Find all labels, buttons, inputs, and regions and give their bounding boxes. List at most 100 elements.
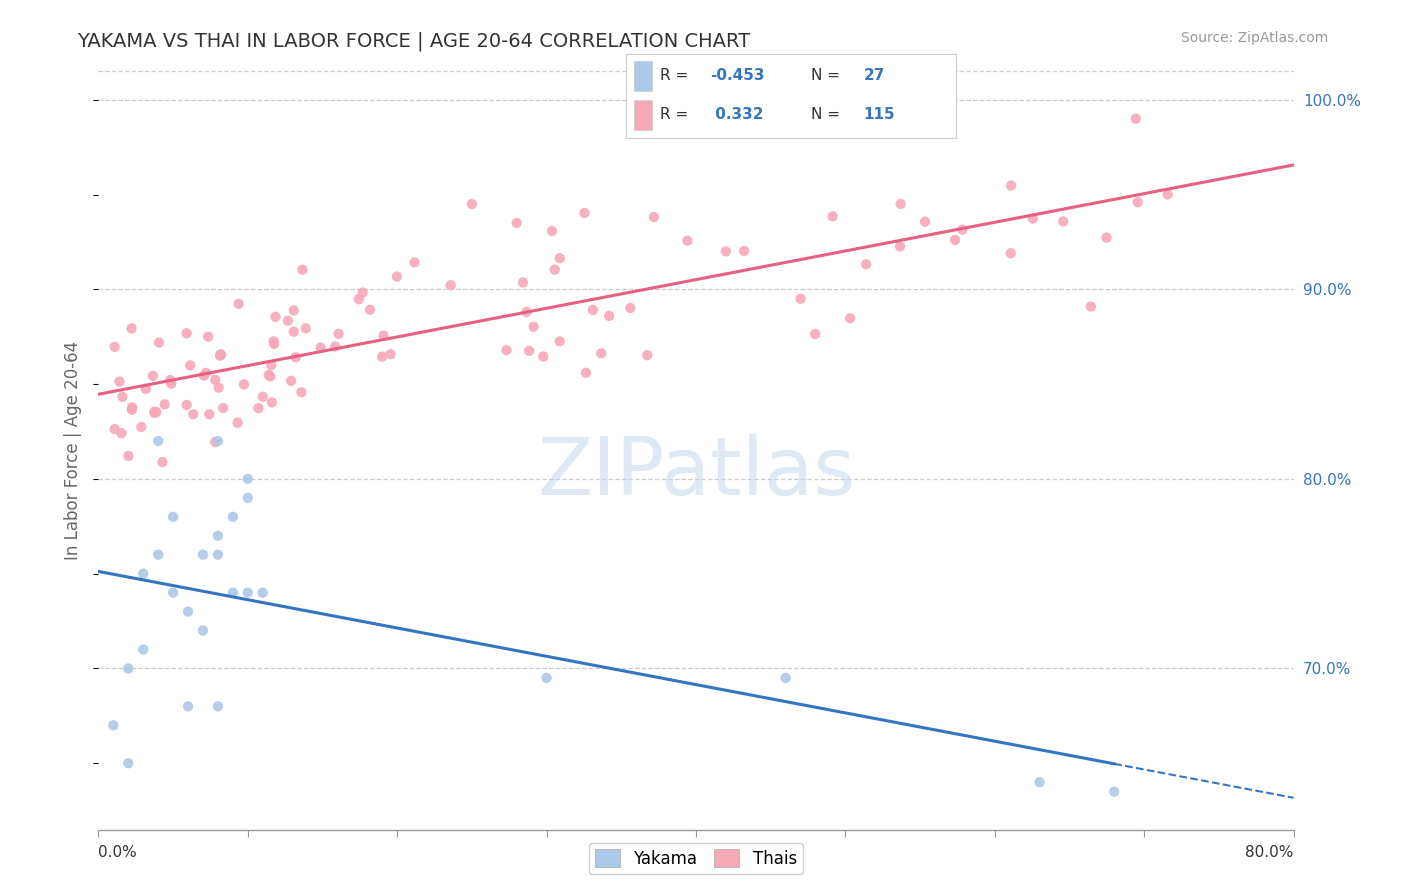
Point: [775, 671, 797, 685]
Point: [385, 269, 408, 284]
Point: [135, 382, 157, 396]
Point: [148, 335, 170, 350]
Point: [789, 292, 811, 306]
Text: 80.0%: 80.0%: [1246, 845, 1294, 860]
Point: [162, 585, 184, 599]
Point: [207, 529, 229, 543]
Point: [284, 351, 307, 365]
Point: [889, 239, 911, 253]
Point: [104, 422, 127, 436]
Point: [461, 197, 484, 211]
Point: [207, 434, 229, 448]
Point: [619, 301, 641, 315]
Point: [212, 401, 235, 415]
Point: [208, 381, 231, 395]
Point: [236, 472, 259, 486]
Point: [676, 234, 699, 248]
Text: N =: N =: [811, 107, 845, 122]
Point: [145, 405, 167, 419]
Point: [574, 206, 596, 220]
Point: [943, 233, 966, 247]
Point: [548, 251, 571, 265]
Point: [380, 347, 402, 361]
Point: [531, 350, 554, 364]
Point: [198, 407, 221, 421]
Point: [103, 718, 125, 732]
Point: [914, 215, 936, 229]
Point: [176, 398, 198, 412]
Point: [352, 285, 374, 300]
Point: [821, 209, 844, 223]
Point: [193, 368, 215, 383]
Point: [290, 385, 312, 400]
Point: [132, 642, 155, 657]
Text: -0.453: -0.453: [710, 69, 765, 84]
Point: [855, 257, 877, 271]
Point: [162, 509, 184, 524]
Point: [591, 346, 613, 360]
Point: [1104, 784, 1126, 798]
Point: [117, 756, 139, 771]
Point: [142, 368, 165, 383]
Point: [260, 395, 283, 409]
Text: 0.332: 0.332: [710, 107, 763, 122]
Point: [204, 373, 226, 387]
Point: [1080, 300, 1102, 314]
Point: [598, 309, 620, 323]
Text: ZIPatlas: ZIPatlas: [537, 434, 855, 512]
Point: [404, 255, 426, 269]
Point: [328, 326, 350, 341]
Point: [277, 314, 299, 328]
Point: [121, 321, 143, 335]
Point: [582, 302, 605, 317]
Point: [191, 624, 214, 638]
Text: N =: N =: [811, 69, 845, 84]
Point: [523, 319, 546, 334]
Point: [222, 585, 245, 599]
Text: Source: ZipAtlas.com: Source: ZipAtlas.com: [1181, 31, 1329, 45]
Point: [179, 359, 201, 373]
Point: [252, 390, 274, 404]
Point: [121, 401, 143, 415]
Point: [259, 369, 281, 384]
Point: [541, 224, 564, 238]
Point: [309, 341, 332, 355]
Point: [191, 548, 214, 562]
Point: [143, 404, 166, 418]
Point: [121, 402, 143, 417]
Point: [506, 216, 529, 230]
Point: [1095, 230, 1118, 244]
Point: [733, 244, 755, 258]
Point: [294, 321, 316, 335]
Point: [283, 303, 305, 318]
Legend: Yakama, Thais: Yakama, Thais: [589, 843, 803, 874]
Point: [1125, 112, 1147, 126]
Point: [252, 585, 274, 599]
Point: [264, 310, 287, 324]
Point: [209, 348, 232, 362]
Point: [148, 548, 170, 562]
Point: [197, 330, 219, 344]
Point: [575, 366, 598, 380]
Bar: [634, 62, 652, 91]
Point: [1000, 246, 1022, 260]
Point: [1052, 214, 1074, 228]
Point: [280, 374, 302, 388]
Point: [359, 302, 381, 317]
Point: [117, 661, 139, 675]
Text: R =: R =: [661, 107, 693, 122]
Point: [371, 350, 394, 364]
Point: [148, 434, 170, 448]
Point: [209, 349, 232, 363]
Point: [517, 343, 540, 358]
Point: [291, 262, 314, 277]
Point: [536, 671, 558, 685]
Point: [714, 244, 737, 259]
Point: [236, 585, 259, 599]
Point: [247, 401, 270, 416]
Text: 0.0%: 0.0%: [98, 845, 138, 860]
Text: YAKAMA VS THAI IN LABOR FORCE | AGE 20-64 CORRELATION CHART: YAKAMA VS THAI IN LABOR FORCE | AGE 20-6…: [77, 31, 751, 51]
Point: [323, 339, 346, 353]
Point: [544, 262, 567, 277]
Point: [194, 366, 217, 380]
